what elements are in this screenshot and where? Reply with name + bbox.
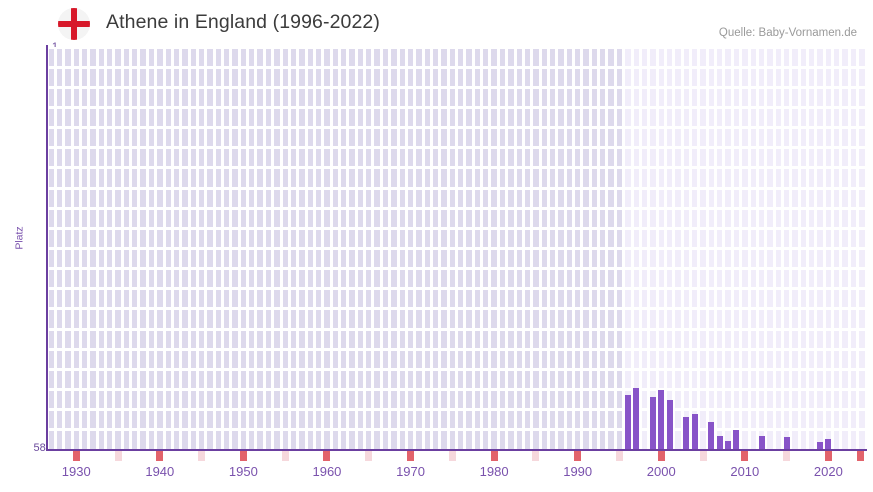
england-flag-icon — [58, 8, 90, 40]
grid-line-horizontal — [47, 347, 866, 351]
bar — [666, 400, 673, 450]
grid-line-horizontal — [47, 226, 866, 230]
x-axis-tickmarks — [0, 451, 873, 462]
x-axis-line — [46, 449, 867, 451]
tickmark-decade — [490, 451, 498, 461]
x-axis-tick-label: 2010 — [730, 464, 760, 479]
grid-line-horizontal — [47, 65, 866, 69]
plot-area — [47, 47, 866, 450]
grid-line-horizontal — [47, 105, 866, 109]
tickmark-decade — [323, 451, 331, 461]
tickmark-decade — [239, 451, 247, 461]
y-axis-line — [46, 45, 48, 451]
tickmark-decade — [72, 451, 80, 461]
grid — [47, 47, 866, 450]
tickmark-half-decade — [532, 451, 540, 461]
grid-line-horizontal — [47, 287, 866, 291]
tickmark-range-end — [857, 451, 864, 461]
grid-line-horizontal — [47, 388, 866, 392]
grid-line-horizontal — [47, 186, 866, 190]
tickmark-decade — [574, 451, 582, 461]
grid-line-horizontal — [47, 85, 866, 89]
grid-line-horizontal — [47, 307, 866, 311]
x-axis-tick-label: 1980 — [479, 464, 509, 479]
tickmark-half-decade — [615, 451, 623, 461]
x-axis-tick-label: 1940 — [145, 464, 175, 479]
grid-line-horizontal — [47, 367, 866, 371]
page-title: Athene in England (1996-2022) — [106, 11, 380, 33]
x-axis-tick-label: 1990 — [563, 464, 593, 479]
tickmark-decade — [407, 451, 415, 461]
x-axis-tick-label: 2020 — [813, 464, 843, 479]
tickmark-decade — [657, 451, 665, 461]
grid-line-horizontal — [47, 428, 866, 432]
bar — [633, 388, 640, 450]
bar — [691, 414, 698, 450]
bar-series — [47, 47, 866, 450]
tickmark-decade — [741, 451, 749, 461]
tickmark-half-decade — [699, 451, 707, 461]
tickmark-half-decade — [281, 451, 289, 461]
tickmark-half-decade — [365, 451, 373, 461]
tickmark-half-decade — [448, 451, 456, 461]
grid-line-horizontal — [47, 166, 866, 170]
grid-line-horizontal — [47, 267, 866, 271]
x-axis-tick-label: 1930 — [61, 464, 91, 479]
x-axis-labels: 1930 1940 1950 1960 1970 1980 1990 2000 2010 2020 — [0, 464, 873, 488]
x-axis-tick-label: 1950 — [228, 464, 258, 479]
bar — [649, 397, 656, 450]
chart-header: Athene in England (1996-2022) Quelle: Ba… — [0, 0, 873, 47]
bar — [658, 390, 665, 450]
grid-line-horizontal — [47, 327, 866, 331]
grid-line-horizontal — [47, 247, 866, 250]
bar — [783, 437, 790, 450]
bar — [725, 441, 732, 450]
grid-line-horizontal — [47, 146, 866, 150]
tickmark-decade — [156, 451, 164, 461]
source-attribution: Quelle: Baby-Vornamen.de — [718, 27, 857, 39]
bar — [733, 430, 740, 450]
tickmark-half-decade — [114, 451, 122, 461]
bar — [624, 395, 631, 450]
tickmark-half-decade — [198, 451, 206, 461]
grid-line-horizontal — [47, 47, 866, 49]
grid-line-horizontal — [47, 126, 866, 130]
x-axis-tick-label: 2000 — [646, 464, 676, 479]
grid-line-horizontal — [47, 408, 866, 412]
bar — [758, 436, 765, 450]
x-axis-tick-label: 1970 — [396, 464, 425, 479]
bar — [825, 439, 832, 450]
bar — [716, 436, 723, 450]
bar — [708, 422, 715, 450]
grid-line-horizontal — [47, 206, 866, 210]
tickmark-half-decade — [783, 451, 791, 461]
x-axis-tick-label: 1960 — [312, 464, 342, 479]
y-axis-title: Platz — [13, 226, 26, 250]
tickmark-decade — [824, 451, 832, 461]
bar — [683, 417, 690, 450]
bar — [817, 442, 824, 450]
